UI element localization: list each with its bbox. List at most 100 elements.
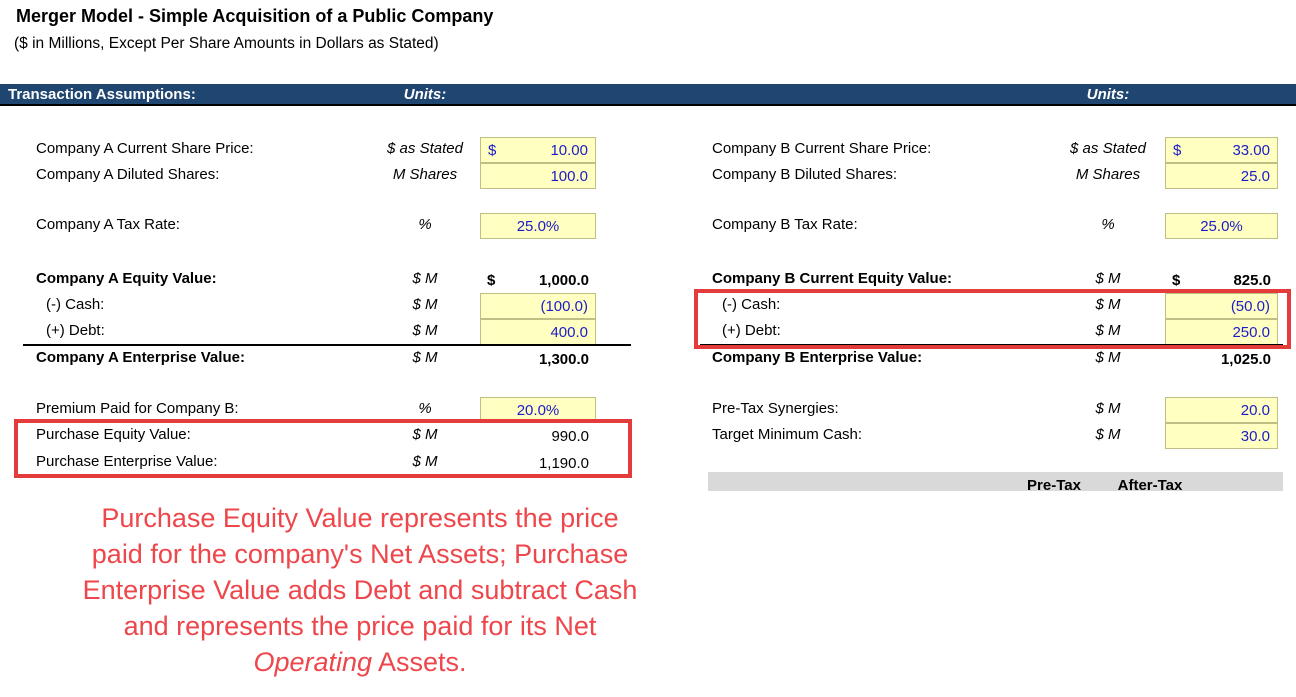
input-pre-tax-synergies[interactable]: 20.0 [1165,397,1278,423]
cell-value: 30.0 [1240,427,1270,445]
row-target-minimum-cash: Target Minimum Cash: $ M 30.0 [0,423,1296,449]
cell-value: 33.00 [1232,141,1270,159]
row-units: $ M [1095,349,1121,366]
row-label: (-) Cash: [46,296,105,313]
input-premium-paid[interactable]: 20.0% [480,397,596,423]
calc-company-b-equity-value: $ 825.0 [1165,267,1278,293]
annotation-italic-word: Operating [253,647,373,677]
highlight-box-purchase-values [14,419,632,478]
pre-tax-column-header: Pre-Tax [1027,477,1081,491]
row-units: $ M [1095,426,1121,443]
annotation-line-rest: Assets. [372,647,467,677]
annotation-line: Operating Assets. [35,644,685,680]
row-label: Company B Diluted Shares: [712,166,898,183]
input-target-minimum-cash[interactable]: 30.0 [1165,423,1278,449]
cell-value: 20.0% [516,401,560,419]
row-company-a-tax-rate: Company A Tax Rate: % 25.0% [0,213,1296,239]
input-company-b-diluted-shares[interactable]: 25.0 [1165,163,1278,189]
synergies-table-header: Pre-Tax After-Tax [708,472,1283,491]
row-label: Company A Tax Rate: [36,216,180,233]
cell-value: 20.0 [1240,401,1270,419]
row-units: $ M [412,426,438,443]
cell-value: 100.0 [550,167,588,185]
row-company-a-share-price: Company A Current Share Price: $ as Stat… [0,137,1296,163]
row-company-a-debt: (+) Debt: $ M 400.0 [0,319,1296,345]
row-units: $ as Stated [387,140,463,157]
row-premium-paid: Premium Paid for Company B: % 20.0% [0,397,1296,423]
cell-value: 400.0 [550,323,588,341]
page-subtitle: ($ in Millions, Except Per Share Amounts… [14,35,439,52]
cell-value: 1,000.0 [538,271,589,289]
row-label: Premium Paid for Company B: [36,400,239,417]
cell-value: 250.0 [1232,323,1270,341]
subtotal-rule-left [23,344,631,346]
highlight-box-company-b-cash-debt [694,289,1291,349]
row-company-b-equity-value: Company B Current Equity Value: $ M $ 82… [0,267,1296,293]
annotation-line: Enterprise Value adds Debt and subtract … [82,575,638,605]
input-company-a-diluted-shares[interactable]: 100.0 [480,163,596,189]
cell-value: 825.0 [1233,271,1271,289]
cell-value: 1,025.0 [1220,350,1271,368]
row-label: Target Minimum Cash: [712,426,863,443]
row-label: (-) Cash: [722,296,781,313]
cell-value: 1,190.0 [538,454,589,472]
row-units: $ M [1095,322,1121,339]
row-company-b-diluted-shares: Company B Diluted Shares: M Shares 25.0 [0,163,1296,189]
cell-value: 10.00 [550,141,588,159]
row-label: Company A Current Share Price: [36,140,254,157]
input-company-b-cash[interactable]: (50.0) [1165,293,1278,319]
row-units: $ M [1095,400,1121,417]
currency-prefix: $ [1173,141,1182,159]
input-company-a-debt[interactable]: 400.0 [480,319,596,345]
units-column-header-right: Units: [1086,86,1130,103]
units-column-header-left: Units: [403,86,447,103]
cell-value: (100.0) [540,297,588,315]
row-label: Company B Enterprise Value: [712,349,923,366]
input-company-a-tax-rate[interactable]: 25.0% [480,213,596,239]
row-units: $ M [412,322,438,339]
calc-purchase-enterprise-value: 1,190.0 [480,450,596,476]
row-units: $ M [1095,296,1121,313]
annotation-line: Purchase Equity Value represents the pri… [101,503,619,533]
currency-prefix: $ [487,271,496,289]
row-company-b-enterprise-value: Company B Enterprise Value: $ M 1,025.0 [0,346,1296,372]
section-header-label: Transaction Assumptions: [8,86,196,103]
row-units: $ M [412,453,438,470]
calc-purchase-equity-value: 990.0 [480,423,596,449]
annotation-text: Purchase Equity Value represents the pri… [35,500,685,680]
row-units: $ M [412,296,438,313]
row-company-b-cash: (-) Cash: $ M (50.0) [0,293,1296,319]
row-company-b-tax-rate: Company B Tax Rate: % 25.0% [0,213,1296,239]
calc-company-a-equity-value: $ 1,000.0 [480,267,596,293]
row-units: $ M [412,349,438,366]
cell-value: 990.0 [551,427,589,445]
row-pre-tax-synergies: Pre-Tax Synergies: $ M 20.0 [0,397,1296,423]
row-label: Company A Diluted Shares: [36,166,220,183]
annotation-line: and represents the price paid for its Ne… [123,611,597,641]
row-label: (+) Debt: [722,322,781,339]
input-company-b-share-price[interactable]: $ 33.00 [1165,137,1278,163]
row-units: % [418,216,432,233]
row-label: Company B Current Equity Value: [712,270,953,287]
calc-company-a-enterprise-value: 1,300.0 [480,346,596,372]
row-company-a-cash: (-) Cash: $ M (100.0) [0,293,1296,319]
row-purchase-enterprise-value: Purchase Enterprise Value: $ M 1,190.0 [0,450,1296,476]
cell-value: (50.0) [1230,297,1270,315]
row-label: (+) Debt: [46,322,105,339]
row-units: M Shares [1075,166,1141,183]
row-label: Purchase Equity Value: [36,426,191,443]
input-company-a-share-price[interactable]: $ 10.00 [480,137,596,163]
row-label: Company A Enterprise Value: [36,349,245,366]
input-company-b-tax-rate[interactable]: 25.0% [1165,213,1278,239]
input-company-b-debt[interactable]: 250.0 [1165,319,1278,345]
row-purchase-equity-value: Purchase Equity Value: $ M 990.0 [0,423,1296,449]
row-units: M Shares [392,166,458,183]
row-label: Purchase Enterprise Value: [36,453,218,470]
row-company-a-equity-value: Company A Equity Value: $ M $ 1,000.0 [0,267,1296,293]
cell-value: 25.0 [1240,167,1270,185]
cell-value: 25.0% [1200,217,1243,235]
row-company-b-share-price: Company B Current Share Price: $ as Stat… [0,137,1296,163]
cell-value: 25.0% [516,217,560,235]
input-company-a-cash[interactable]: (100.0) [480,293,596,319]
